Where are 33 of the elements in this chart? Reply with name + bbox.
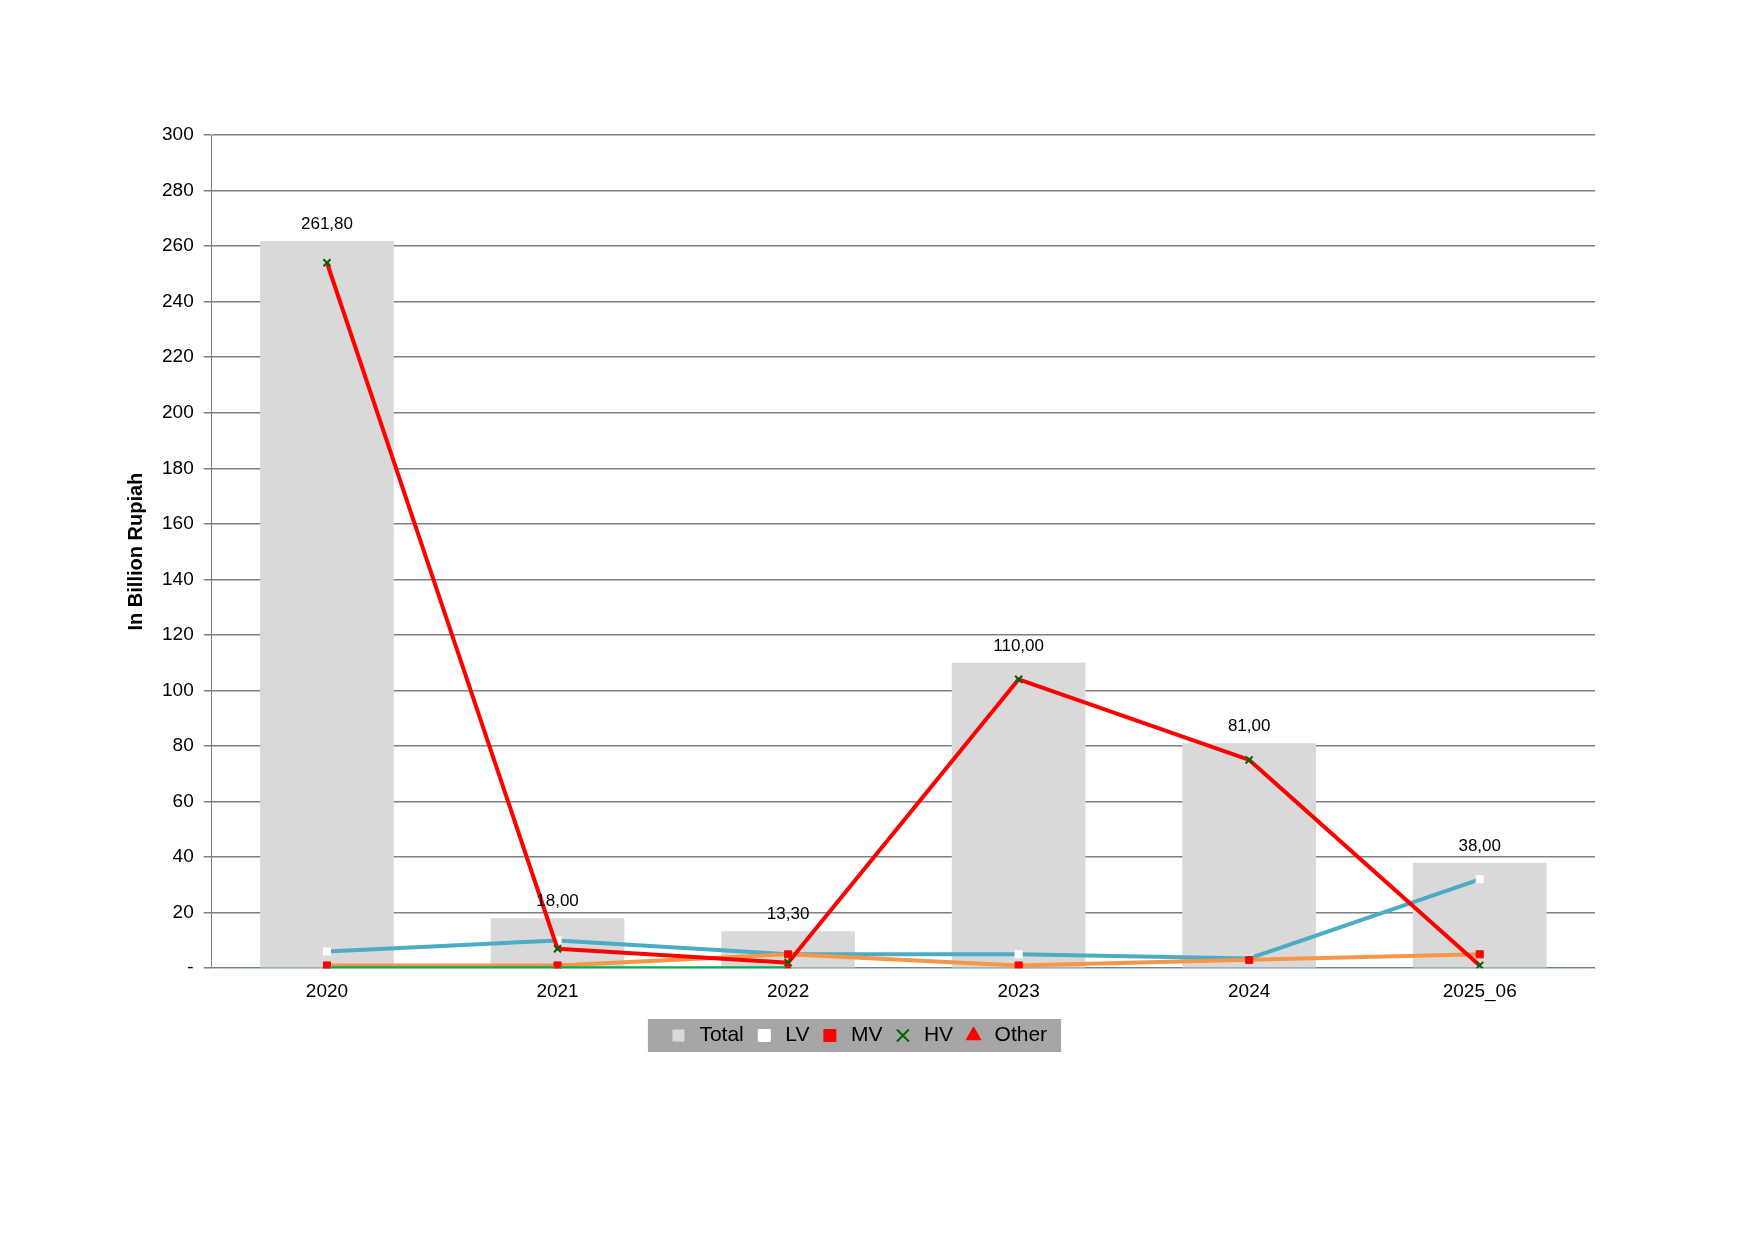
data-label: 13,30 xyxy=(766,904,810,924)
data-label: 38,00 xyxy=(1458,835,1501,855)
y-tick-label: 120 xyxy=(162,623,194,645)
legend-label: Total xyxy=(699,1022,744,1046)
x-tick-label: 2021 xyxy=(536,979,579,1001)
y-axis-title: In Billion Rupiah xyxy=(123,472,146,631)
x-tick-label: 2025_06 xyxy=(1442,979,1517,1002)
x-tick-label: 2023 xyxy=(997,979,1040,1001)
y-tick-label: 160 xyxy=(162,512,194,534)
y-tick-label: - xyxy=(187,956,194,978)
y-tick-label: 260 xyxy=(162,234,194,256)
x-tick-label: 2020 xyxy=(305,979,349,1001)
data-label: 81,00 xyxy=(1227,716,1271,736)
x-tick-label: 2024 xyxy=(1228,979,1271,1001)
y-tick-label: 20 xyxy=(172,900,194,922)
y-tick-label: 200 xyxy=(162,400,194,422)
legend-label: LV xyxy=(785,1022,810,1046)
y-tick-label: 220 xyxy=(162,345,194,367)
y-tick-label: 280 xyxy=(162,178,194,200)
legend-label: HV xyxy=(923,1022,954,1046)
y-tick-label: 40 xyxy=(172,845,194,867)
y-tick-label: 240 xyxy=(162,289,194,311)
y-tick-label: 180 xyxy=(162,456,194,478)
legend-label: MV xyxy=(850,1022,883,1046)
y-tick-label: 300 xyxy=(162,123,194,145)
y-tick-label: 140 xyxy=(162,567,194,589)
legend-label: Other xyxy=(994,1022,1048,1046)
data-label: 110,00 xyxy=(993,635,1044,655)
y-tick-label: 80 xyxy=(172,734,194,756)
y-tick-label: 100 xyxy=(162,678,194,700)
x-tick-label: 2022 xyxy=(766,979,810,1001)
data-label: 261,80 xyxy=(300,214,353,234)
y-tick-label: 60 xyxy=(172,789,194,811)
